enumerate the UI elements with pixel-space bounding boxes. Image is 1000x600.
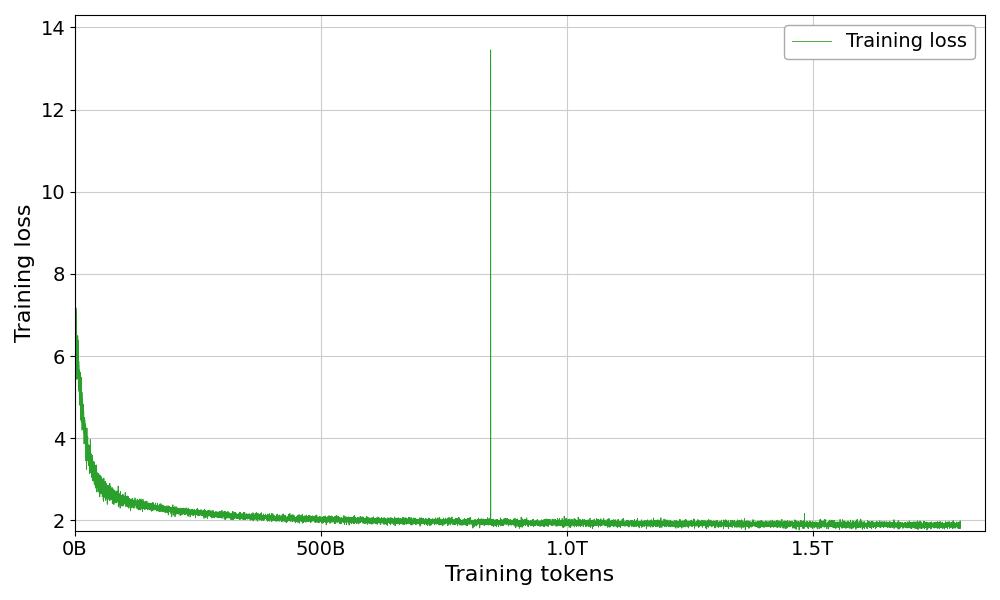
Training loss xyxy=(954,523,966,530)
X-axis label: Training tokens: Training tokens xyxy=(445,565,615,585)
Training loss xyxy=(942,520,954,527)
Training loss xyxy=(921,526,933,533)
Training loss xyxy=(838,521,850,529)
Legend: Training loss: Training loss xyxy=(784,25,975,59)
Training loss xyxy=(69,325,81,332)
Training loss xyxy=(863,523,875,530)
Training loss xyxy=(485,46,497,53)
Training loss xyxy=(634,521,646,529)
Training loss xyxy=(467,521,479,528)
Line: Training loss: Training loss xyxy=(75,50,960,530)
Training loss xyxy=(953,523,965,530)
Y-axis label: Training loss: Training loss xyxy=(15,203,35,342)
